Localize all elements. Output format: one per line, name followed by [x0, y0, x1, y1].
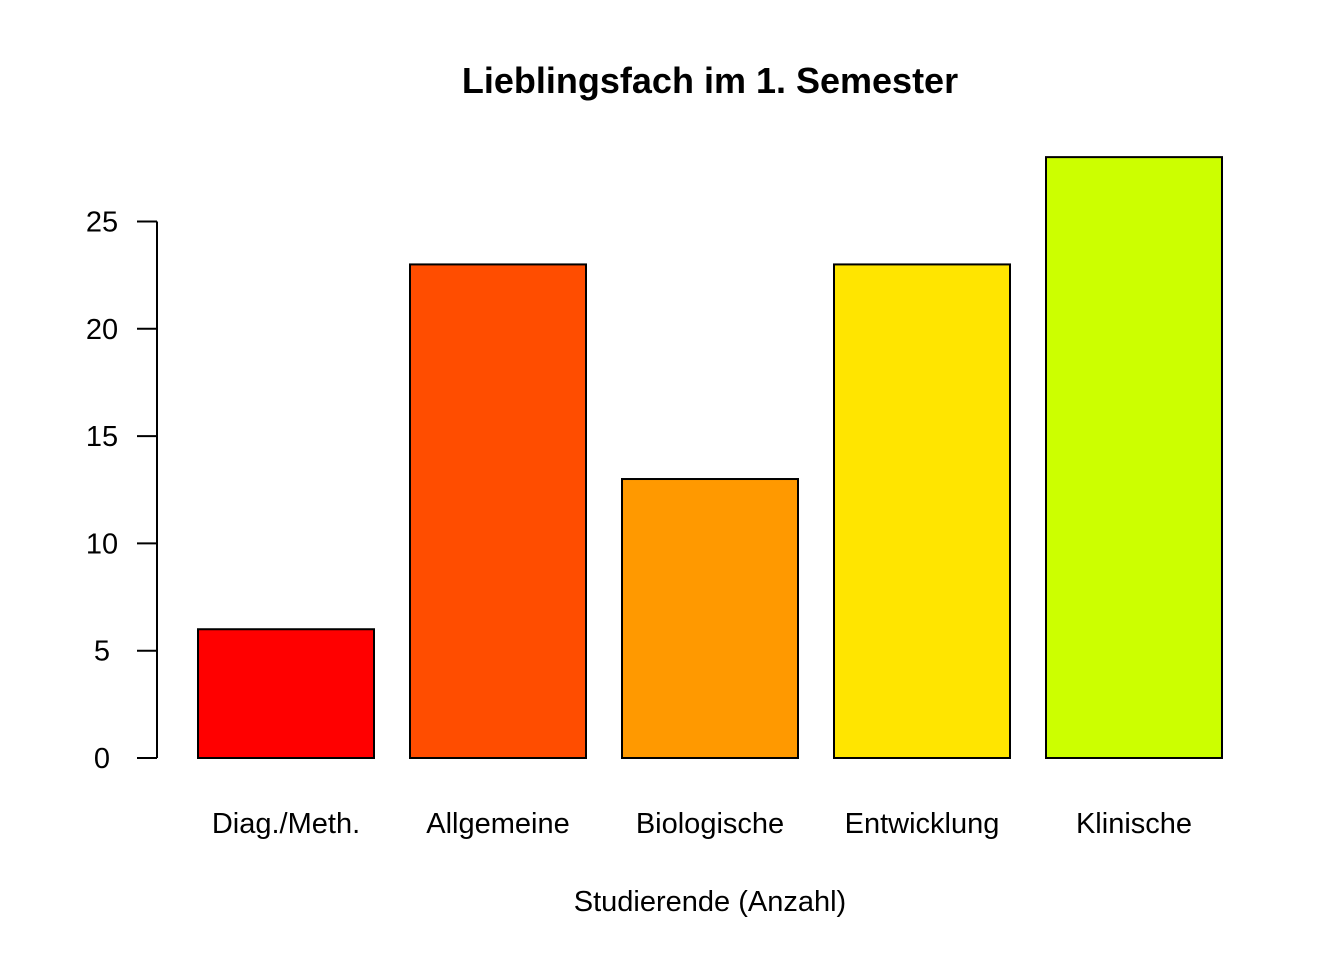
bar	[1045, 156, 1223, 759]
x-tick-label: Diag./Meth.	[212, 808, 360, 840]
x-tick-label: Klinische	[1076, 808, 1192, 840]
chart-title: Lieblingsfach im 1. Semester	[462, 60, 958, 101]
y-tick-label: 10	[86, 528, 118, 560]
y-tick-label: 15	[86, 421, 118, 453]
x-axis-label: Studierende (Anzahl)	[574, 886, 846, 918]
bar	[197, 628, 375, 759]
x-tick-label: Allgemeine	[426, 808, 569, 840]
bars	[197, 156, 1223, 759]
y-tick-label: 25	[86, 207, 118, 239]
y-tick-label: 0	[94, 743, 110, 775]
x-axis-tick-labels: Diag./Meth. Allgemeine Biologische Entwickl…	[212, 808, 1192, 840]
y-tick-label: 20	[86, 314, 118, 346]
bar	[621, 478, 799, 759]
bar	[833, 263, 1011, 759]
bar	[409, 263, 587, 759]
x-tick-label: Entwicklung	[845, 808, 1000, 840]
y-axis: 0 5 10 15 20 25	[86, 207, 158, 775]
y-tick-label: 5	[94, 636, 110, 668]
x-tick-label: Biologische	[636, 808, 784, 840]
